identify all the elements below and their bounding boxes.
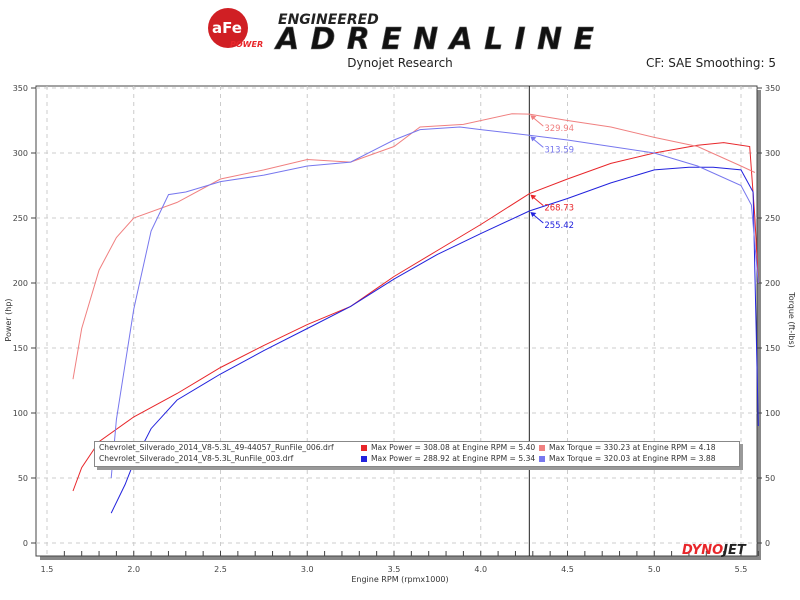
x-tick-label: 1.5 xyxy=(41,565,54,574)
svg-text:ENGINEERED: ENGINEERED xyxy=(278,12,379,28)
series-line-power_003 xyxy=(110,166,759,514)
power-swatch xyxy=(361,444,367,451)
power-swatch xyxy=(361,455,367,462)
svg-text:ADRENALINE: ADRENALINE xyxy=(274,22,595,54)
x-tick-label: 3.0 xyxy=(301,565,314,574)
legend-file: Chevrolet_Silverado_2014_V8-5.3L_49-4405… xyxy=(99,443,334,452)
series-lines xyxy=(72,113,759,514)
y-left-tick-label: 350 xyxy=(13,84,28,93)
legend-file: Chevrolet_Silverado_2014_V8-5.3L_RunFile… xyxy=(99,454,294,463)
legend-max-torque: Max Torque = 330.23 at Engine RPM = 4.18 xyxy=(549,443,716,452)
y-left-tick-label: 0 xyxy=(23,539,28,548)
x-tick-label: 2.0 xyxy=(127,565,140,574)
y-right-tick-label: 250 xyxy=(765,214,780,223)
legend-max-power: Max Power = 288.92 at Engine RPM = 5.34 xyxy=(371,454,536,463)
cursor-value-torque_006: 329.94 xyxy=(544,124,574,134)
ticks: 1.5 2.0 2.5 3.0 3.5 4.0 4.5 5.0 5.5 0 0 50 50 100 100 1… xyxy=(13,84,781,574)
y-axis-right-label: Torque (ft-lbs) xyxy=(787,291,796,348)
grid xyxy=(36,86,757,556)
dynojet-watermark: DYNOJET xyxy=(682,543,747,558)
y-left-tick-label: 50 xyxy=(18,474,28,483)
plot-area xyxy=(35,85,758,557)
series-line-torque_003 xyxy=(110,126,759,479)
y-left-tick-label: 250 xyxy=(13,214,28,223)
x-axis-label: Engine RPM (rpmx1000) xyxy=(351,575,448,584)
y-right-tick-label: 350 xyxy=(765,84,780,93)
torque-swatch xyxy=(539,455,545,462)
cursor-value-power_006: 268.73 xyxy=(544,204,574,214)
y-right-tick-label: 50 xyxy=(765,474,775,483)
x-tick-label: 2.5 xyxy=(214,565,227,574)
cursor-value-power_003: 255.42 xyxy=(544,221,574,231)
chart-subtitle: Dynojet Research xyxy=(347,56,453,70)
cursor-annotations: 268.73 255.42 329.94 313.59 xyxy=(530,115,574,231)
y-axis-left-label: Power (hp) xyxy=(4,298,13,341)
cursor-arrowhead xyxy=(530,115,537,121)
torque-swatch xyxy=(539,444,545,451)
y-left-tick-label: 150 xyxy=(13,344,28,353)
x-tick-label: 5.5 xyxy=(735,565,748,574)
x-tick-label: 3.5 xyxy=(388,565,401,574)
x-tick-label: 5.0 xyxy=(648,565,661,574)
x-tick-label: 4.5 xyxy=(561,565,574,574)
series-line-torque_006 xyxy=(72,113,756,380)
y-right-tick-label: 0 xyxy=(765,539,770,548)
cursor-value-torque_003: 313.59 xyxy=(544,145,574,155)
y-right-tick-label: 300 xyxy=(765,149,780,158)
legend-max-power: Max Power = 308.08 at Engine RPM = 5.40 xyxy=(371,443,536,452)
correction-info: CF: SAE Smoothing: 5 xyxy=(645,56,776,70)
y-left-tick-label: 100 xyxy=(13,409,28,418)
cursor-arrowhead xyxy=(530,136,537,142)
series-line-power_006 xyxy=(72,142,759,492)
y-right-tick-label: 150 xyxy=(765,344,780,353)
svg-text:POWER: POWER xyxy=(230,40,263,49)
y-right-tick-label: 200 xyxy=(765,279,780,288)
y-left-tick-label: 200 xyxy=(13,279,28,288)
legend-max-torque: Max Torque = 320.03 at Engine RPM = 3.88 xyxy=(549,454,716,463)
y-left-tick-label: 300 xyxy=(13,149,28,158)
legend: Chevrolet_Silverado_2014_V8-5.3L_49-4405… xyxy=(94,441,740,467)
svg-text:aFe: aFe xyxy=(212,19,242,37)
cursor-arrowhead xyxy=(530,194,537,200)
afe-engineered-adrenaline-logo: aFe POWER ENGINEERED ADRENALINE xyxy=(208,8,595,54)
legend-row: Chevrolet_Silverado_2014_V8-5.3L_RunFile… xyxy=(95,453,739,464)
x-tick-label: 4.0 xyxy=(474,565,487,574)
cursor-arrowhead xyxy=(530,211,537,217)
y-right-tick-label: 100 xyxy=(765,409,780,418)
legend-row: Chevrolet_Silverado_2014_V8-5.3L_49-4405… xyxy=(95,442,739,453)
